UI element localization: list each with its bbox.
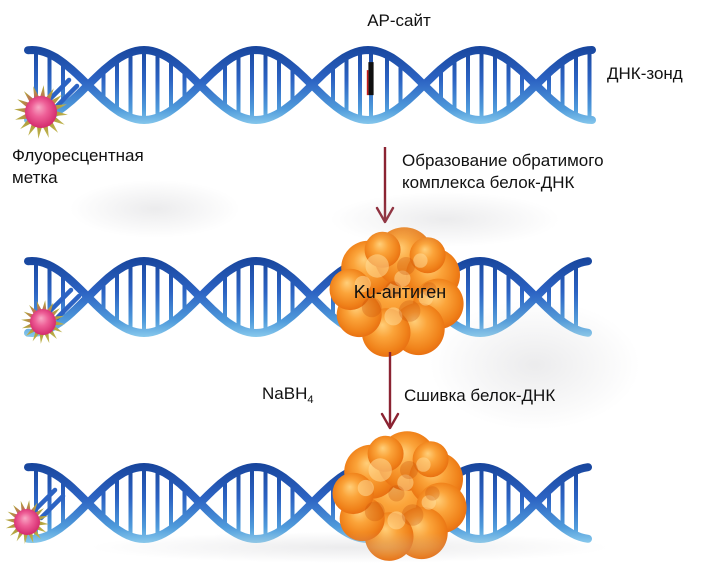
ku-antigen-label: Ku-антиген [353,282,447,302]
ku-antigen-blob [329,227,464,357]
reagent-subscript: 4 [307,394,314,406]
dna-helix-bottom [24,462,592,544]
arrow-step1 [375,147,395,224]
dna-helix-middle [24,256,592,338]
fluorescent-label: Флуоресцентная метка [12,145,144,189]
ap-site-mark [368,62,374,96]
step2-label: Сшивка белок-ДНК [404,386,556,405]
step1-label-line2: комплекса белок-ДНК [402,173,575,192]
fluorescent-label-line1: Флуоресцентная [12,146,144,165]
reagent-label: NaBH4 [262,383,313,411]
step1-label-line1: Образование обратимого [402,151,604,170]
fluorescent-tag-top [14,77,80,139]
dna-probe-label: ДНК-зонд [607,64,683,83]
dna-helix-top [24,45,596,125]
arrow-step2 [380,352,400,430]
crosslinked-protein-blob [332,431,467,561]
fluorescent-tag-middle [21,287,82,344]
reagent-formula: NaBH [262,384,308,403]
ap-site-label: АР-сайт [367,11,431,30]
fluorescent-label-line2: метка [12,168,58,187]
step1-label: Образование обратимого комплекса белок-Д… [402,150,604,194]
fluorescent-tag-bottom [5,487,66,544]
